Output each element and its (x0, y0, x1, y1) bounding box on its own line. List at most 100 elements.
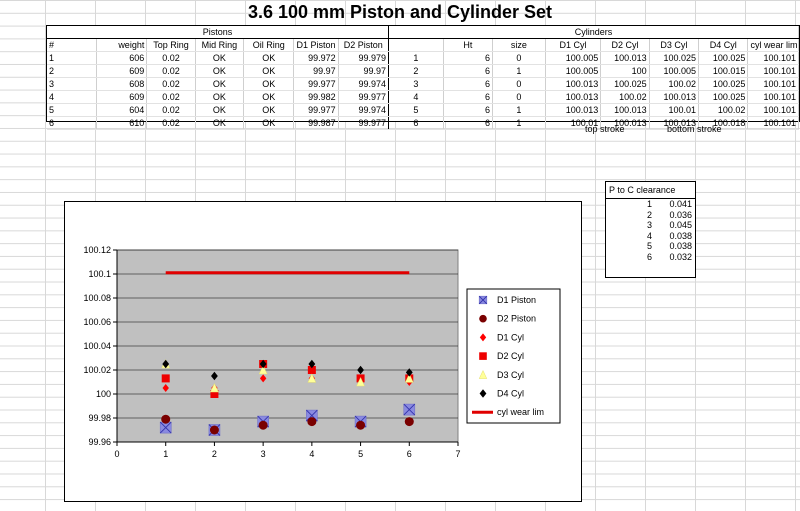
table-cell: 6 (47, 116, 97, 130)
x-tick-label: 7 (455, 449, 460, 459)
legend-swatch (479, 389, 487, 398)
data-point (356, 376, 365, 387)
legend-label: D4 Cyl (497, 389, 524, 399)
legend-label: D3 Cyl (497, 370, 524, 380)
clearance-header: P to C clearance (606, 182, 695, 199)
column-header: # (47, 38, 97, 52)
table-cell: 100.025 (649, 51, 700, 65)
table-cell: 99.972 (293, 51, 339, 65)
table-cell: 100.025 (698, 77, 749, 91)
legend-swatch (478, 369, 488, 379)
data-point (307, 373, 317, 383)
data-point (161, 414, 171, 424)
table-cell: 6 (443, 103, 494, 117)
x-tick-label: 5 (358, 449, 363, 459)
table-cell: 100.015 (698, 64, 749, 78)
column-header: D4 Cyl (698, 38, 749, 52)
table-cell: 0.02 (146, 116, 196, 130)
y-tick-label: 99.96 (88, 437, 111, 447)
table-row: 3 608 0.02 OK OK 99.977 99.974 3 6 0 100.013 100.02… (47, 77, 799, 91)
column-header: cyl wear lim (747, 38, 799, 52)
x-tick-label: 2 (212, 449, 217, 459)
table-cell: 6 (443, 51, 494, 65)
clearance-row: 2 0.036 (606, 210, 695, 221)
table-cell: OK (195, 51, 245, 65)
table-cell: OK (195, 64, 245, 78)
table-cell: 100.101 (747, 90, 799, 104)
top-stroke-label: top stroke (585, 124, 625, 134)
data-point (258, 364, 268, 375)
table-cell: 1 (388, 51, 444, 65)
clearance-row: 3 0.045 (606, 220, 695, 231)
table-cell: 100.01 (545, 116, 602, 130)
table-cell: 6 (443, 90, 494, 104)
y-tick-label: 100.12 (83, 245, 111, 255)
table-header-row: # weight Top Ring Mid Ring Oil Ring D1 Piston… (47, 38, 799, 52)
table-row: 1 606 0.02 OK OK 99.972 99.979 1 6 0 100.005 100.01… (47, 51, 799, 65)
data-point (211, 371, 218, 381)
table-cell: 100.013 (545, 103, 602, 117)
data-point (210, 382, 219, 393)
clearance-index: 3 (646, 220, 652, 231)
table-cell: 99.977 (338, 116, 390, 130)
table-cell: OK (243, 64, 295, 78)
table-cell: 100.013 (649, 116, 700, 130)
data-point (162, 359, 170, 369)
y-tick-label: 100 (96, 389, 111, 399)
x-tick-label: 3 (261, 449, 266, 459)
table-row: 4 609 0.02 OK OK 99.982 99.977 4 6 0 100.013 100.02… (47, 90, 799, 104)
table-cell: 100.013 (545, 77, 602, 91)
data-point (161, 374, 170, 383)
table-cell: OK (243, 51, 295, 65)
table-cell: 99.977 (293, 103, 339, 117)
clearance-table: P to C clearance 1 0.041 2 0.036 3 0.045 4 0.03… (605, 181, 696, 278)
data-point-x (403, 403, 416, 416)
column-header (388, 38, 444, 52)
y-tick-label: 99.98 (88, 413, 111, 423)
table-cell: OK (195, 116, 245, 130)
table-cell: 604 (96, 103, 148, 117)
table-cell: 99.987 (293, 116, 339, 130)
y-tick-label: 100.04 (83, 341, 111, 351)
table-cell: 1 (492, 116, 546, 130)
data-point (404, 417, 414, 427)
table-row: 6 610 0.02 OK OK 99.987 99.977 6 6 1 100.01 100.013… (47, 116, 799, 130)
data-point (259, 359, 267, 369)
table-cell: OK (243, 77, 295, 91)
table-cell: 100.013 (600, 103, 650, 117)
data-point (210, 390, 219, 398)
column-header: D3 Cyl (649, 38, 700, 52)
table-cell: 100.025 (698, 90, 749, 104)
table-cell: 0.02 (146, 77, 196, 91)
column-header: weight (96, 38, 148, 52)
column-header: Mid Ring (195, 38, 245, 52)
table-cell: 99.97 (338, 64, 390, 78)
table-cell: OK (195, 90, 245, 104)
table-cell: OK (195, 103, 245, 117)
x-tick-label: 4 (309, 449, 314, 459)
table-cell: 0 (492, 90, 546, 104)
legend-label: D2 Cyl (497, 351, 524, 361)
table-cell: 0.02 (146, 90, 196, 104)
clearance-index: 5 (646, 241, 652, 252)
legend-label: cyl wear lim (497, 407, 544, 417)
table-cell: 100.101 (747, 103, 799, 117)
column-header: Oil Ring (243, 38, 295, 52)
table-cell: 99.982 (293, 90, 339, 104)
table-cell: 3 (388, 77, 444, 91)
legend-swatch-x (478, 295, 488, 305)
clearance-value: 0.036 (669, 209, 692, 220)
table-cell: 6 (388, 116, 444, 130)
table-cell: 100 (600, 64, 650, 78)
table-cell: 4 (388, 90, 444, 104)
legend-label: D1 Cyl (497, 332, 524, 342)
bottom-stroke-label: bottom stroke (667, 124, 722, 134)
clearance-index: 1 (646, 199, 652, 209)
clearance-row: 1 0.041 (606, 199, 695, 210)
data-point (405, 368, 413, 377)
clearance-row: 4 0.038 (606, 231, 695, 242)
table-cell: 2 (388, 64, 444, 78)
table-cell: 0 (492, 51, 546, 65)
table-cell: 0 (492, 77, 546, 91)
table-cell: 1 (47, 51, 97, 65)
